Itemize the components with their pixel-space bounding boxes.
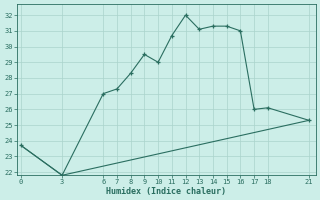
X-axis label: Humidex (Indice chaleur): Humidex (Indice chaleur) bbox=[106, 187, 226, 196]
